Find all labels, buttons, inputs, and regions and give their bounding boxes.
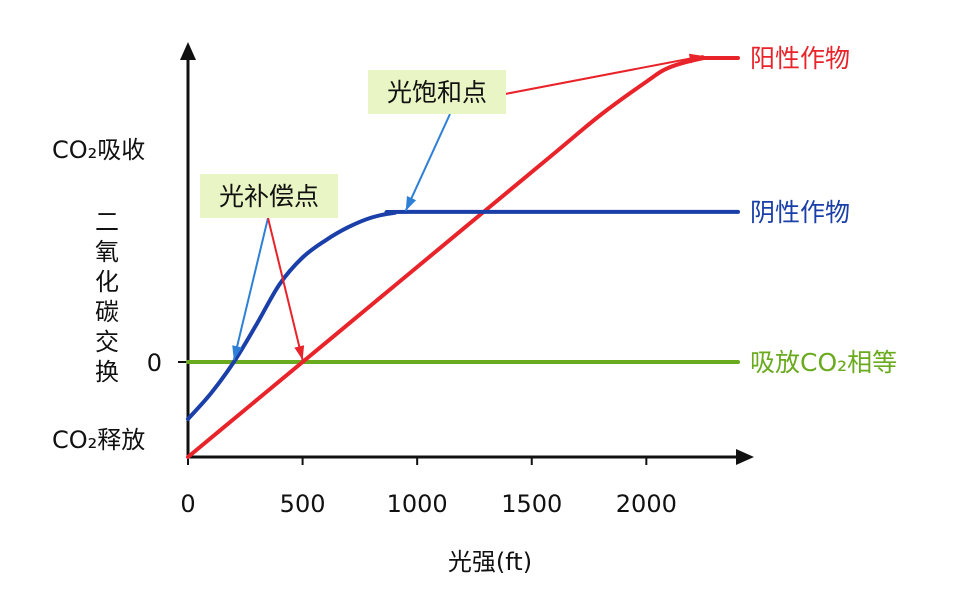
callout-label: 光饱和点 bbox=[387, 78, 487, 107]
y-axis-arrow bbox=[180, 42, 196, 60]
series-label: 阴性作物 bbox=[750, 198, 850, 227]
y-ticks: 0 bbox=[147, 349, 188, 377]
annotation-arrow-line bbox=[404, 113, 451, 212]
series-layer bbox=[186, 55, 740, 459]
y-tick-label: 0 bbox=[147, 349, 162, 377]
x-ticks: 0 500 1000 1500 2000 bbox=[180, 457, 677, 518]
callout-box bbox=[368, 70, 506, 114]
annotation-arrow-head bbox=[405, 196, 417, 211]
y-axis-label-char: 换 bbox=[95, 358, 119, 386]
callout-box bbox=[200, 174, 338, 218]
x-axis-arrow bbox=[736, 449, 754, 465]
annotation-arrow-head bbox=[294, 345, 305, 360]
annotation-arrow-line bbox=[504, 55, 704, 95]
callout-label: 光补偿点 bbox=[219, 182, 319, 211]
annotation-arrow-line bbox=[232, 217, 269, 361]
y-axis-label-char: 交 bbox=[95, 328, 119, 356]
series-label: 阳性作物 bbox=[750, 44, 850, 73]
callouts: 光补偿点 光饱和点 bbox=[200, 70, 506, 218]
series-line bbox=[186, 209, 740, 421]
y-axis-label-char: 化 bbox=[95, 268, 119, 296]
series-line bbox=[186, 55, 740, 459]
annotation-arrow-head bbox=[688, 53, 704, 64]
x-tick-label: 500 bbox=[280, 490, 326, 518]
y-top-label: CO₂吸收 bbox=[52, 136, 145, 164]
annotation-arrows bbox=[232, 53, 704, 361]
y-bottom-label: CO₂释放 bbox=[52, 426, 145, 454]
x-axis-label: 光强(ft) bbox=[448, 548, 532, 576]
y-axis-label-char: 碳 bbox=[95, 298, 119, 326]
annotation-arrow-line bbox=[267, 217, 304, 361]
y-axis-label-char: 二 bbox=[95, 208, 119, 236]
x-tick-label: 0 bbox=[180, 490, 195, 518]
annotation-arrow-head bbox=[232, 345, 242, 360]
x-tick-label: 2000 bbox=[616, 490, 677, 518]
series-label: 吸放CO₂相等 bbox=[750, 348, 897, 377]
x-tick-label: 1500 bbox=[501, 490, 562, 518]
x-tick-label: 1000 bbox=[387, 490, 448, 518]
y-axis-label-char: 氧 bbox=[95, 238, 119, 266]
